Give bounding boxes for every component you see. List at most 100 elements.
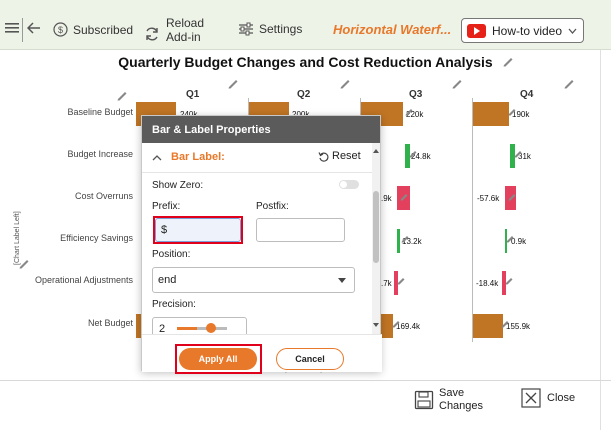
caret-down-icon (338, 278, 346, 283)
edit-pencil-icon[interactable] (391, 318, 401, 328)
refresh-icon (146, 27, 158, 41)
quarter-label: Q4 (520, 89, 534, 100)
scrollbar-thumb[interactable] (373, 191, 379, 263)
bar-q4-adjust[interactable] (502, 271, 506, 295)
show-zero-toggle[interactable] (339, 180, 359, 189)
save-changes-button[interactable]: Save Changes (414, 387, 483, 413)
sliders-icon (239, 22, 253, 36)
value-label: 190k (512, 110, 530, 119)
edit-pencil-icon[interactable] (563, 77, 575, 89)
toolbar: $ Subscribed Reload Add-in Settings Hori… (0, 0, 611, 50)
edit-pencil-icon[interactable] (227, 77, 239, 89)
prefix-highlight (153, 216, 243, 244)
value-label: 155.9k (506, 322, 531, 331)
bar-q4-baseline[interactable] (473, 102, 509, 126)
bar-q3-adjust[interactable] (394, 271, 398, 295)
bar-q4-increase[interactable] (510, 144, 515, 168)
value-label: 220k (406, 110, 424, 119)
value-label: 31k (518, 152, 531, 161)
scroll-down-arrow-icon[interactable] (373, 323, 379, 327)
edit-pencil-icon[interactable] (451, 77, 463, 89)
bar-q3-increase[interactable] (405, 144, 410, 168)
howto-label: How-to video (492, 23, 563, 38)
position-select[interactable]: end (152, 267, 355, 293)
value-label: 13.2k (402, 237, 422, 246)
edit-title-pencil-icon[interactable] (502, 55, 514, 67)
edit-pencil-icon[interactable] (116, 89, 128, 101)
grid-line (600, 50, 601, 430)
category-label: Operational Adjustments (34, 275, 133, 285)
close-button[interactable]: Close (521, 388, 575, 408)
save-label-line1: Save (439, 387, 465, 399)
edit-pencil-icon[interactable] (513, 148, 523, 158)
edit-pencil-icon[interactable] (505, 233, 515, 243)
dialog-footer: Apply All Cancel (142, 334, 382, 374)
edit-pencil-icon[interactable] (400, 233, 410, 243)
howto-video-dropdown[interactable]: How-to video (461, 18, 584, 43)
postfix-input[interactable] (256, 218, 345, 242)
position-label: Position: (152, 249, 191, 260)
show-zero-label: Show Zero: (152, 180, 204, 191)
edit-pencil-icon[interactable] (500, 318, 510, 328)
category-label: Budget Increase (67, 149, 133, 159)
precision-slider-knob[interactable] (206, 323, 216, 333)
quarter-label: Q1 (186, 89, 200, 100)
precision-label: Precision: (152, 299, 196, 310)
reset-button[interactable]: Reset (318, 150, 361, 162)
hamburger-menu-icon[interactable] (5, 22, 19, 34)
toolbar-divider (22, 18, 23, 42)
svg-text:$: $ (58, 25, 63, 35)
reset-icon (318, 151, 329, 162)
edit-pencil-icon[interactable] (404, 106, 414, 116)
back-arrow-icon[interactable] (27, 22, 41, 34)
bar-label-section-toggle[interactable]: Bar Label: (152, 151, 225, 163)
value-label: 200k (292, 110, 309, 119)
precision-slider-fill (177, 327, 197, 330)
edit-pencil-icon[interactable] (507, 191, 517, 201)
value-label: 240k (180, 110, 197, 119)
value-label: 0.9k (511, 237, 527, 246)
category-label: Efficiency Savings (60, 233, 133, 243)
subscribed-button[interactable]: $ Subscribed (53, 22, 133, 37)
chevron-up-icon (152, 154, 162, 160)
category-label: Baseline Budget (67, 107, 133, 117)
value-label: -57.6k (477, 194, 500, 203)
reload-addin-button[interactable]: Reload Add-in (144, 16, 204, 44)
close-label: Close (547, 392, 576, 404)
section-title: Bar Label: (171, 151, 225, 163)
section-divider (142, 172, 374, 173)
edit-pencil-icon[interactable] (339, 77, 351, 89)
bar-q4-net[interactable] (473, 314, 503, 338)
dialog-body: Bar Label: Reset Show Zero: Prefix: Post… (142, 143, 374, 334)
dialog-title: Bar & Label Properties (142, 116, 380, 143)
chart-title[interactable]: Quarterly Budget Changes and Cost Reduct… (118, 54, 493, 70)
edit-pencil-icon[interactable] (504, 275, 514, 285)
prefix-input[interactable]: $ (155, 218, 241, 242)
bar-q4-savings[interactable] (505, 229, 507, 253)
apply-all-button[interactable]: Apply All (179, 348, 257, 370)
bar-q1-net[interactable] (136, 314, 142, 338)
app-title: Horizontal Waterf... (333, 22, 452, 37)
category-label: Net Budget (87, 318, 133, 328)
prefix-label: Prefix: (152, 201, 181, 212)
edit-pencil-icon[interactable] (399, 191, 409, 201)
edit-yaxis-pencil-icon[interactable] (18, 257, 30, 269)
precision-slider-track[interactable] (177, 327, 227, 330)
edit-pencil-icon[interactable] (396, 275, 406, 285)
bar-q3-savings[interactable] (397, 229, 400, 253)
cancel-button[interactable]: Cancel (276, 348, 344, 370)
save-label-line2: Changes (439, 400, 484, 412)
subscribed-label: Subscribed (73, 22, 134, 37)
scroll-up-arrow-icon[interactable] (373, 149, 379, 153)
edit-pencil-icon[interactable] (408, 148, 418, 158)
bar-label-properties-dialog: Bar & Label Properties Bar Label: Reset … (141, 115, 382, 374)
dollar-circle-icon: $ (53, 22, 68, 37)
chevron-down-icon (568, 28, 577, 34)
precision-input[interactable]: 2 (152, 317, 247, 334)
edit-pencil-icon[interactable] (507, 106, 517, 116)
postfix-label: Postfix: (256, 201, 289, 212)
position-value: end (158, 274, 177, 286)
settings-button[interactable]: Settings (238, 22, 302, 36)
apply-highlight (175, 344, 262, 374)
close-icon (521, 388, 541, 408)
